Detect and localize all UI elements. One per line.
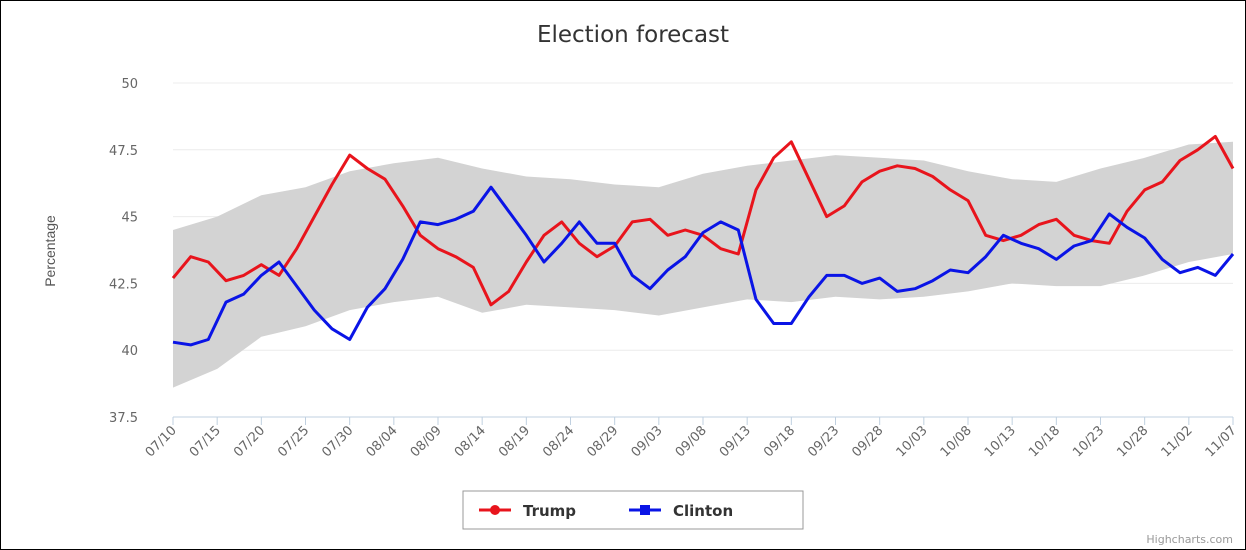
x-tick-label: 09/03 — [629, 423, 666, 460]
x-tick-label: 10/28 — [1114, 423, 1151, 460]
legend-item-trump[interactable]: Trump — [479, 502, 576, 520]
y-tick-label: 42.5 — [109, 277, 138, 292]
legend-label: Trump — [523, 502, 576, 520]
range-band — [173, 141, 1233, 388]
y-tick-label: 45 — [121, 211, 138, 226]
legend-label: Clinton — [673, 502, 733, 520]
x-tick-label: 10/03 — [894, 423, 931, 460]
x-tick-label: 10/18 — [1026, 423, 1063, 460]
chart-title: Election forecast — [537, 22, 729, 48]
legend-item-clinton[interactable]: Clinton — [629, 502, 733, 520]
x-tick-label: 08/14 — [452, 423, 489, 460]
y-tick-label: 40 — [121, 344, 138, 359]
series-line-clinton[interactable] — [172, 185, 1235, 347]
series-line-trump[interactable] — [171, 134, 1235, 307]
y-tick-label: 50 — [121, 77, 138, 92]
x-tick-label: 08/24 — [540, 423, 577, 460]
range-band-area — [173, 141, 1233, 388]
x-tick-label: 09/28 — [849, 423, 886, 460]
credits-link[interactable]: Highcharts.com — [1146, 533, 1233, 546]
y-tick-label: 47.5 — [109, 144, 138, 159]
x-tick-label: 09/13 — [717, 423, 754, 460]
x-tick-label: 11/02 — [1159, 423, 1196, 460]
y-axis-title: Percentage — [42, 215, 58, 287]
x-tick-label: 09/23 — [805, 423, 842, 460]
y-tick-label: 37.5 — [109, 411, 138, 426]
x-tick-label: 08/19 — [496, 423, 533, 460]
x-tick-label: 07/15 — [187, 423, 224, 460]
x-tick-label: 10/08 — [938, 423, 975, 460]
legend-marker-icon — [490, 505, 500, 515]
x-tick-label: 11/07 — [1203, 423, 1240, 460]
x-tick-label: 09/18 — [761, 423, 798, 460]
x-tick-label: 08/04 — [364, 423, 401, 460]
x-tick-label: 08/09 — [408, 423, 445, 460]
x-tick-label: 07/10 — [143, 423, 180, 460]
y-axis: 37.5 40 42.5 45 47.5 50 — [109, 77, 138, 426]
x-tick-label: 10/23 — [1070, 423, 1107, 460]
x-tick-label: 08/29 — [584, 423, 621, 460]
x-tick-label: 10/13 — [982, 423, 1019, 460]
x-tick-label: 07/25 — [275, 423, 312, 460]
series-lines — [171, 134, 1235, 347]
legend-marker-icon — [640, 505, 650, 515]
x-tick-label: 07/20 — [231, 423, 268, 460]
x-tick-label: 07/30 — [319, 423, 356, 460]
x-tick-label: 09/08 — [673, 423, 710, 460]
legend[interactable]: Trump Clinton — [462, 490, 804, 530]
x-axis: 07/10 07/15 07/20 07/25 07/30 08/04 08/09 08/14… — [143, 417, 1240, 460]
